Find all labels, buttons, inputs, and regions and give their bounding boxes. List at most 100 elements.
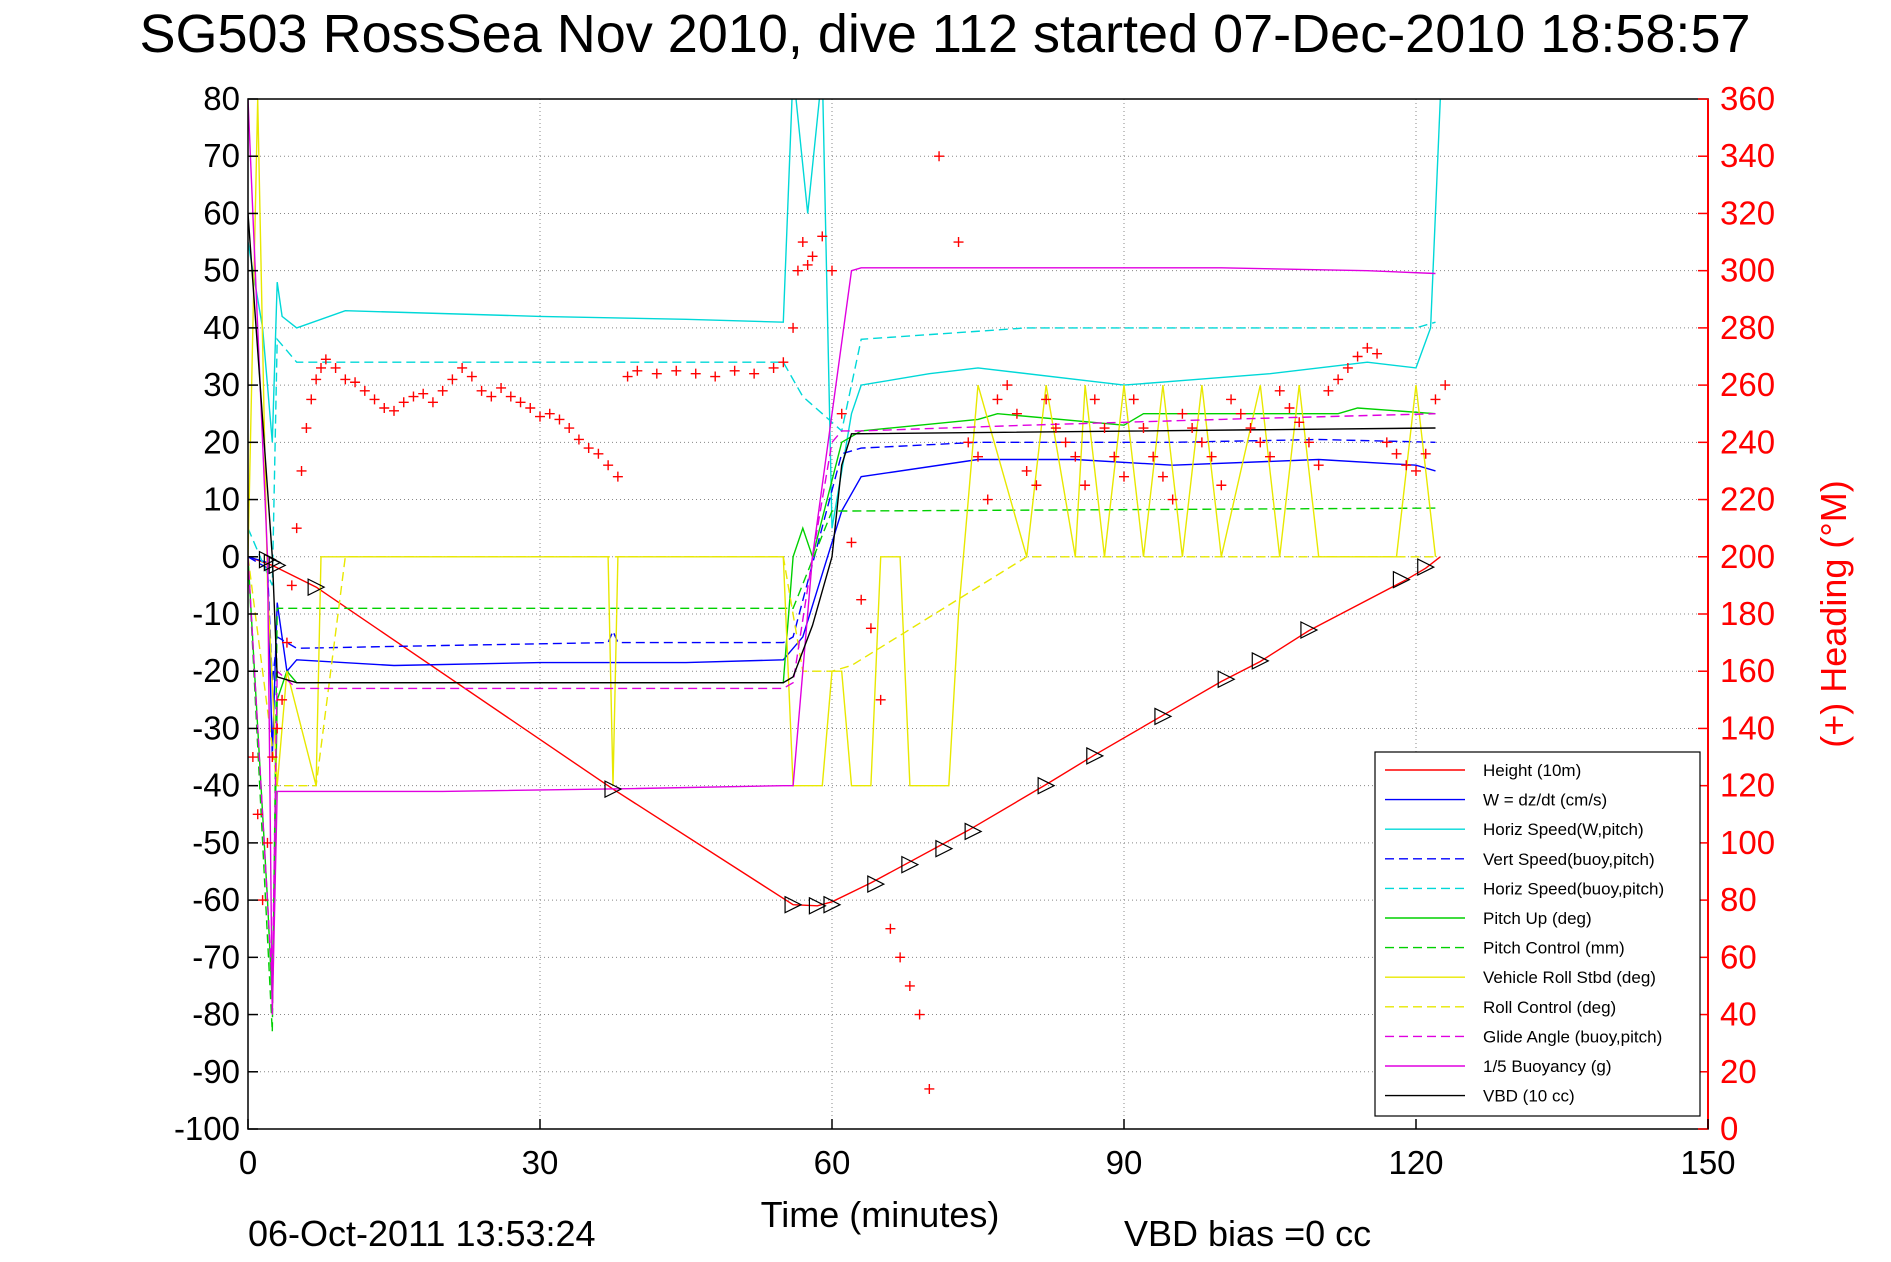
x-tick-label: 90 <box>1106 1144 1143 1181</box>
heading-point <box>554 414 565 425</box>
heading-point <box>1391 448 1402 459</box>
heading-point <box>778 357 789 368</box>
heading-point <box>817 231 828 242</box>
y-tick-right-label: 60 <box>1720 938 1757 975</box>
chart-title: SG503 RossSea Nov 2010, dive 112 started… <box>139 4 1750 64</box>
triangle-marker <box>1154 707 1173 726</box>
y-tick-right-label: 240 <box>1720 423 1775 460</box>
legend-entry-label: VBD (10 cc) <box>1483 1087 1575 1106</box>
heading-point <box>632 365 643 376</box>
heading-point <box>1070 451 1081 462</box>
legend-entry-label: 1/5 Buoyancy (g) <box>1483 1057 1612 1076</box>
y-tick-left-label: -10 <box>192 595 240 632</box>
heading-point <box>1274 385 1285 396</box>
heading-point <box>1430 394 1441 405</box>
triangle-marker <box>784 895 803 914</box>
heading-point <box>544 408 555 419</box>
x-axis: 0 30 60 90 120 150 <box>239 1119 1736 1181</box>
y-tick-left-label: -80 <box>192 996 240 1033</box>
heading-point <box>1080 480 1091 491</box>
y-tick-left-label: 80 <box>203 80 240 117</box>
x-tick-label: 120 <box>1388 1144 1443 1181</box>
heading-point <box>1255 437 1266 448</box>
heading-point <box>885 923 896 934</box>
heading-point <box>257 895 268 906</box>
series-line-vert-speed-buoy-pitch <box>248 438 1436 683</box>
series-line-vehicle-roll-stbd-deg <box>248 99 1437 787</box>
heading-point <box>301 423 312 434</box>
x-tick-label: 60 <box>814 1144 851 1181</box>
heading-point <box>408 391 419 402</box>
y-tick-left-label: 10 <box>203 481 240 518</box>
heading-point <box>924 1083 935 1094</box>
y-tick-left-label: -60 <box>192 881 240 918</box>
x-tick-label: 150 <box>1680 1144 1735 1181</box>
triangle-marker <box>964 822 983 841</box>
heading-point <box>1187 423 1198 434</box>
triangle-marker <box>935 839 954 858</box>
heading-point <box>1411 465 1421 476</box>
heading-point <box>1050 423 1061 434</box>
x-tick-label: 0 <box>239 1144 257 1181</box>
heading-point <box>807 251 818 262</box>
y-tick-right-label: 20 <box>1720 1053 1757 1090</box>
heading-point <box>262 837 273 848</box>
heading-point <box>690 368 701 379</box>
heading-point <box>286 580 297 591</box>
heading-point <box>1226 394 1237 405</box>
heading-point <box>1245 423 1256 434</box>
series-line-horiz-speed-buoy-pitch <box>248 321 1436 586</box>
heading-point <box>515 397 526 408</box>
legend-entry-label: Horiz Speed(W,pitch) <box>1483 820 1644 839</box>
triangle-marker <box>1300 621 1319 639</box>
triangle-marker <box>1251 651 1270 670</box>
heading-point <box>311 374 322 385</box>
heading-point <box>953 237 964 248</box>
heading-point <box>1011 408 1022 419</box>
heading-point <box>710 371 721 382</box>
y-tick-right-label: 100 <box>1720 824 1775 861</box>
heading-point <box>1119 471 1129 482</box>
heading-point <box>934 151 945 162</box>
heading-point <box>1196 437 1207 448</box>
triangle-marker <box>1037 776 1056 795</box>
heading-point <box>330 362 341 373</box>
heading-point <box>267 752 278 763</box>
heading-point <box>622 371 633 382</box>
y-tick-left-label: 50 <box>203 252 240 289</box>
y-tick-left-label: -40 <box>192 767 240 804</box>
heading-point <box>1303 437 1314 448</box>
heading-point <box>1021 465 1032 476</box>
heading-point <box>1323 385 1334 396</box>
heading-point <box>1041 394 1052 405</box>
triangle-marker <box>307 578 326 597</box>
heading-point <box>875 694 886 705</box>
y-axis-right: 3603403203002802602402202001801601401201… <box>1698 80 1775 1147</box>
heading-point <box>277 694 288 705</box>
heading-point <box>1128 394 1139 405</box>
triangle-marker <box>604 780 623 799</box>
heading-point <box>418 388 429 399</box>
heading-point <box>1089 394 1100 405</box>
heading-point <box>1216 480 1227 491</box>
heading-point <box>1284 403 1295 413</box>
triangle-marker <box>268 556 287 575</box>
y-tick-right-label: 280 <box>1720 309 1775 346</box>
x-tick-label: 30 <box>522 1144 559 1181</box>
heading-point <box>359 385 370 396</box>
heading-point <box>389 405 399 416</box>
y-tick-left-label: 20 <box>203 423 240 460</box>
heading-point <box>1420 448 1431 459</box>
y-tick-right-label: 0 <box>1720 1110 1738 1147</box>
heading-point <box>1167 494 1178 505</box>
heading-point <box>1265 451 1275 462</box>
heading-point <box>1157 471 1168 482</box>
triangle-marker <box>901 855 920 874</box>
legend-entry-label: Pitch Control (mm) <box>1483 939 1625 958</box>
y-tick-left-label: -50 <box>192 824 240 861</box>
heading-point <box>1362 342 1373 353</box>
heading-point <box>1313 460 1324 471</box>
triangle-marker <box>1217 670 1236 689</box>
heading-point <box>281 637 292 648</box>
